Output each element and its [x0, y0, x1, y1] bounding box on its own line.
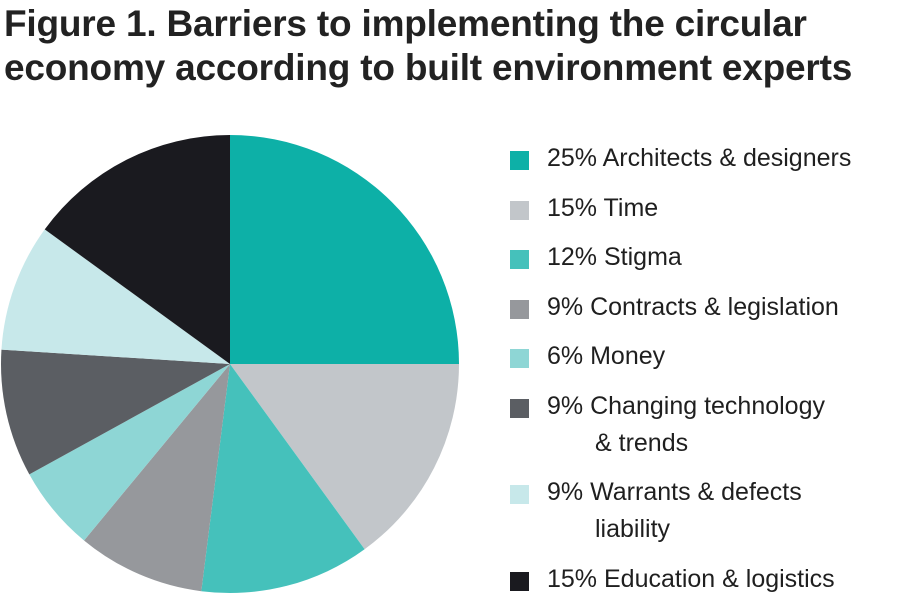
legend-item-architects-designers: 25% Architects & designers [510, 140, 905, 177]
legend-text: Time [603, 193, 659, 222]
pie-slice-changing-technology-trends [0, 349, 231, 475]
legend-text-continued: & trends [595, 428, 689, 457]
legend-item-education-logistics: 15% Education & logistics [510, 561, 905, 598]
legend-percent: 9% [547, 478, 584, 506]
legend-label: 25% Architects & designers [547, 140, 905, 177]
chart-title: Figure 1. Barriers to implementing the c… [4, 2, 899, 90]
legend-percent: 15% [547, 193, 598, 222]
legend-swatch [510, 250, 529, 269]
legend-swatch [510, 151, 529, 170]
pie-slice-warrants-defects-liability [1, 229, 231, 364]
legend-label: 9% Changing technology [547, 388, 905, 425]
pie-slice-money [29, 364, 230, 541]
pie-chart [0, 135, 459, 593]
legend-label: 6% Money [547, 338, 905, 375]
legend-percent: 6% [547, 342, 584, 370]
legend-swatch [510, 571, 529, 591]
legend-item-warrants-defects-liability: 9% Warrants & defects liability [510, 474, 905, 548]
legend-text: Warrants & defects [590, 478, 802, 506]
legend-text: Contracts & legislation [590, 292, 839, 321]
legend-item-time: 15% Time [510, 190, 905, 227]
legend-text: Money [590, 342, 666, 370]
legend-label: 15% Time [547, 190, 905, 227]
legend-item-money: 6% Money [510, 338, 905, 375]
chart-legend: 25% Architects & designers 15% Time 12% St… [510, 140, 905, 610]
legend-swatch [510, 299, 529, 319]
legend-text: Stigma [604, 243, 682, 271]
legend-label: 9% Warrants & defects [547, 474, 905, 511]
legend-swatch [510, 200, 529, 220]
legend-item-contracts-legislation: 9% Contracts & legislation [510, 289, 905, 326]
legend-label: 9% Contracts & legislation [547, 289, 905, 326]
chart-title-line-1: Figure 1. Barriers to implementing the c… [4, 3, 807, 44]
legend-text: Changing technology [590, 391, 825, 420]
legend-percent: 9% [547, 391, 584, 420]
chart-title-line-2: economy according to built environment e… [4, 47, 853, 88]
legend-label: 12% Stigma [547, 239, 905, 276]
legend-percent: 15% [547, 564, 598, 593]
legend-text: Education & logistics [604, 564, 835, 593]
legend-percent: 9% [547, 292, 584, 321]
legend-text-continued: liability [595, 515, 671, 543]
pie-slice-architects-designers [230, 135, 459, 364]
legend-swatch [510, 349, 529, 368]
legend-item-changing-technology-trends: 9% Changing technology & trends [510, 388, 905, 462]
legend-percent: 12% [547, 243, 598, 271]
pie-slice-time [230, 364, 459, 550]
pie-slice-stigma [201, 364, 365, 593]
legend-label: 15% Education & logistics [547, 561, 905, 598]
legend-item-stigma: 12% Stigma [510, 239, 905, 276]
legend-text: Architects & designers [602, 144, 852, 172]
pie-slice-education-logistics [44, 135, 230, 364]
legend-percent: 25% [547, 144, 598, 172]
legend-swatch [510, 485, 529, 504]
legend-swatch [510, 398, 529, 418]
pie-slice-contracts-legislation [84, 364, 230, 592]
